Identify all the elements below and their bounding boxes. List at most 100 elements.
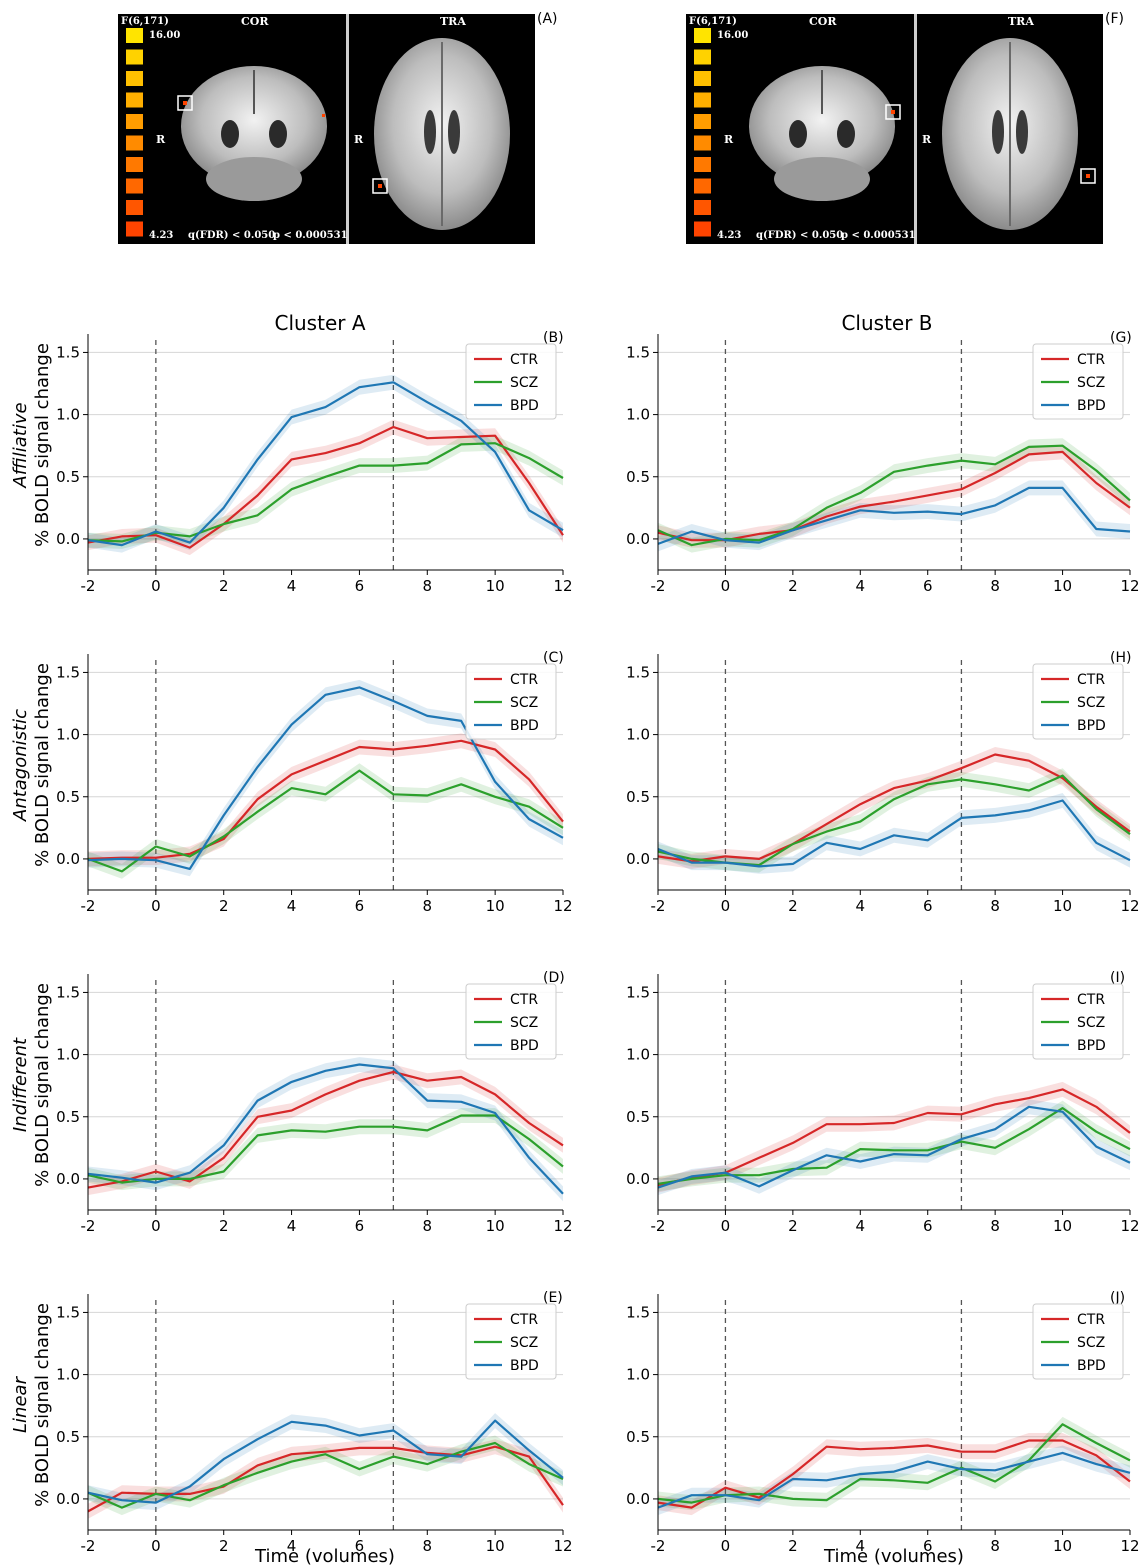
y-axis-title: % BOLD signal change bbox=[32, 663, 53, 867]
x-tick-label: 2 bbox=[788, 577, 798, 595]
chart-panel-G: 0.0 0.5 1.0 1.5 -2 0 2 4 6 8 10 12 (G) CTR SCZ BPD bbox=[626, 330, 1139, 595]
color-scale-step bbox=[126, 49, 143, 65]
y-axis-title: % BOLD signal change bbox=[32, 983, 53, 1187]
coronal-brain bbox=[749, 66, 895, 186]
series-line-ctr bbox=[87, 739, 564, 860]
x-tick-label: 6 bbox=[923, 897, 933, 915]
color-scale-step bbox=[694, 135, 711, 151]
y-tick-label: 1.0 bbox=[626, 406, 650, 424]
color-scale-step bbox=[694, 200, 711, 215]
legend-label-bpd: BPD bbox=[1077, 398, 1106, 414]
x-tick-label: 0 bbox=[151, 897, 161, 915]
x-tick-label: 10 bbox=[486, 577, 505, 595]
legend-label-scz: SCZ bbox=[1077, 1015, 1105, 1031]
legend-label-bpd: BPD bbox=[510, 1358, 539, 1374]
cluster-activation bbox=[1086, 174, 1090, 178]
color-scale-step bbox=[126, 200, 143, 215]
transverse-ventricle-right bbox=[448, 110, 460, 154]
qfdr-threshold: q(FDR) < 0.050 bbox=[188, 230, 275, 241]
stat-label: F(6,171) bbox=[689, 16, 737, 27]
coronal-brain bbox=[181, 66, 327, 186]
x-tick-label: -2 bbox=[651, 1217, 666, 1235]
color-scale-step bbox=[694, 28, 711, 43]
qfdr-threshold: q(FDR) < 0.050 bbox=[756, 230, 843, 241]
series-line-ctr bbox=[87, 1445, 564, 1513]
y-tick-label: 0.5 bbox=[56, 1108, 80, 1126]
series-line-ctr bbox=[657, 1439, 1131, 1509]
legend: CTR SCZ BPD bbox=[1032, 983, 1124, 1060]
error-band-ctr bbox=[88, 1439, 563, 1519]
panel-letter: (J) bbox=[1110, 1290, 1125, 1306]
x-tick-label: 10 bbox=[486, 1217, 505, 1235]
x-tick-label: 2 bbox=[788, 1217, 798, 1235]
series-line-bpd bbox=[87, 1063, 564, 1195]
chart-panel-D: 0.0 0.5 1.0 1.5 -2 0 2 4 6 8 10 12 (D) CTR SCZ BPD bbox=[56, 970, 572, 1235]
x-tick-label: -2 bbox=[651, 577, 666, 595]
row-label-linear: Linear bbox=[10, 1375, 31, 1433]
legend-label-ctr: CTR bbox=[1077, 672, 1105, 688]
x-tick-label: 2 bbox=[219, 1537, 229, 1555]
y-tick-label: 0.0 bbox=[626, 850, 650, 868]
legend-label-ctr: CTR bbox=[510, 1312, 538, 1328]
x-tick-label: 12 bbox=[1120, 1217, 1139, 1235]
color-scale-step bbox=[126, 135, 143, 151]
color-scale-step bbox=[126, 178, 143, 194]
row-label-antagonistic: Antagonistic bbox=[10, 709, 31, 822]
scale-min: 4.23 bbox=[149, 230, 173, 241]
x-tick-label: 2 bbox=[219, 1217, 229, 1235]
x-tick-label: 0 bbox=[721, 1217, 731, 1235]
panel-letter: (B) bbox=[543, 330, 564, 346]
p-threshold: p < 0.000531 bbox=[273, 230, 348, 241]
y-tick-label: 0.0 bbox=[626, 530, 650, 548]
panel-letter: (C) bbox=[543, 650, 564, 666]
cluster-activation bbox=[183, 101, 187, 105]
legend-label-ctr: CTR bbox=[1077, 992, 1105, 1008]
chart-panel-E: 0.0 0.5 1.0 1.5 -2 0 2 4 6 8 10 12 (E) CTR SCZ BPD bbox=[56, 1290, 572, 1555]
x-tick-label: 6 bbox=[923, 577, 933, 595]
series-line-bpd bbox=[657, 799, 1131, 868]
error-band-bpd bbox=[658, 1445, 1130, 1516]
x-tick-label: 6 bbox=[355, 897, 365, 915]
x-tick-label: 2 bbox=[788, 897, 798, 915]
x-tick-label: 0 bbox=[151, 577, 161, 595]
y-tick-label: 0.5 bbox=[56, 468, 80, 486]
legend-label-ctr: CTR bbox=[510, 672, 538, 688]
x-tick-label: 0 bbox=[721, 897, 731, 915]
x-axis-title-right: Time (volumes) bbox=[823, 1546, 964, 1566]
series-line-bpd bbox=[657, 1105, 1131, 1189]
side-label-coronal: R bbox=[156, 133, 166, 146]
x-tick-label: 8 bbox=[990, 1217, 1000, 1235]
x-tick-label: 0 bbox=[721, 1537, 731, 1555]
x-tick-label: 8 bbox=[990, 1537, 1000, 1555]
legend-label-ctr: CTR bbox=[1077, 1312, 1105, 1328]
legend-label-scz: SCZ bbox=[1077, 695, 1105, 711]
color-scale-step bbox=[126, 71, 143, 86]
x-tick-label: 10 bbox=[1053, 577, 1072, 595]
x-tick-label: 8 bbox=[423, 897, 433, 915]
cluster-marker bbox=[885, 104, 901, 120]
charts: 0.00.51.01.5-2 0 2 4 6 8 10 12(B)CTRSCZBPD0.00.… bbox=[56, 330, 1139, 1555]
panel-letter: (G) bbox=[1110, 330, 1132, 346]
cluster-activation bbox=[322, 114, 325, 117]
legend-label-scz: SCZ bbox=[510, 375, 538, 391]
legend: CTR SCZ BPD bbox=[1032, 1303, 1124, 1380]
ventricle-left bbox=[221, 120, 239, 148]
y-tick-label: 0.0 bbox=[626, 1490, 650, 1508]
x-tick-label: 10 bbox=[1053, 1537, 1072, 1555]
legend-box bbox=[1032, 343, 1124, 420]
color-scale-step bbox=[694, 114, 711, 129]
cluster-activation bbox=[891, 110, 895, 114]
x-tick-label: 0 bbox=[151, 1217, 161, 1235]
y-tick-label: 0.0 bbox=[56, 1490, 80, 1508]
y-tick-label: 0.0 bbox=[626, 1170, 650, 1188]
legend: CTR SCZ BPD bbox=[1032, 343, 1124, 420]
side-label-transverse: R bbox=[354, 133, 364, 146]
series-line-bpd bbox=[87, 381, 564, 547]
x-tick-label: 4 bbox=[287, 577, 297, 595]
y-tick-label: 1.5 bbox=[56, 983, 80, 1001]
x-tick-label: 4 bbox=[287, 1217, 297, 1235]
y-tick-label: 0.5 bbox=[626, 1108, 650, 1126]
